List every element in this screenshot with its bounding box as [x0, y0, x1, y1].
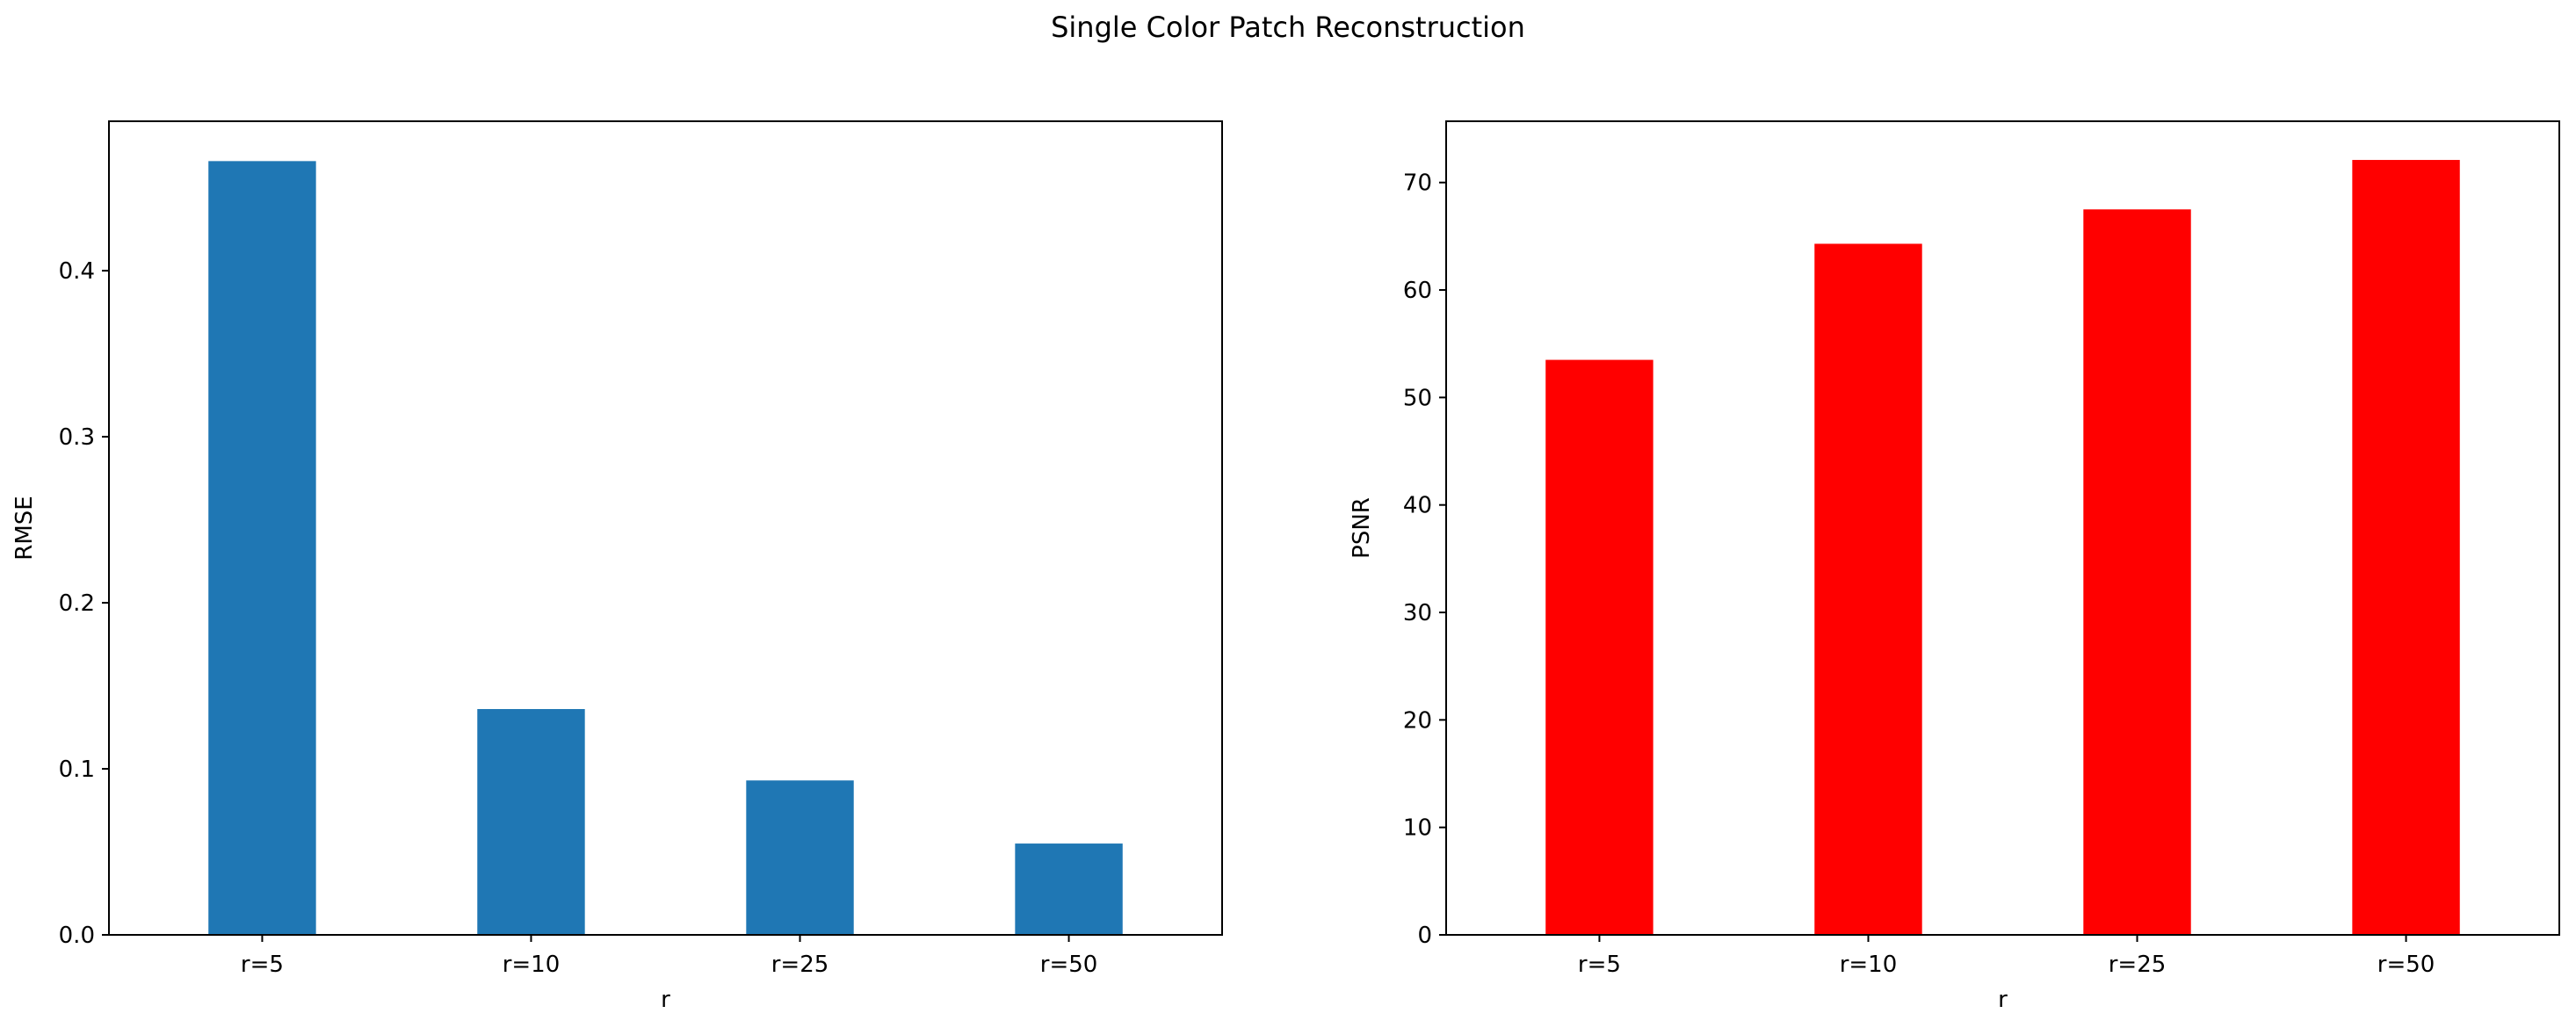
rmse-y-tick-label: 0.1 [59, 757, 95, 783]
rmse-x-axis-label: r [661, 987, 670, 1013]
psnr-y-tick-label: 0 [1417, 923, 1432, 949]
rmse-y-tick-label: 0.3 [59, 424, 95, 451]
rmse-axes-frame [108, 120, 1223, 936]
rmse-y-tick-label: 0.0 [59, 923, 95, 949]
psnr-bar [2352, 160, 2460, 935]
rmse-bar [746, 780, 854, 935]
rmse-chart: r=5 r=10 r=25 r=50 0.0 0.1 0.2 0.3 0.4 r RMSE [11, 120, 1223, 1013]
psnr-y-axis-label: PSNR [1349, 497, 1375, 559]
psnr-axes-frame [1445, 120, 2560, 936]
psnr-x-tick-label: r=10 [1840, 952, 1898, 978]
rmse-y-tick-label: 0.2 [59, 590, 95, 617]
psnr-y-tick-label: 10 [1403, 815, 1432, 842]
psnr-chart: r=5 r=10 r=25 r=50 0 10 20 30 40 50 60 70 r PSNR [1349, 120, 2560, 1013]
psnr-y-tick-label: 50 [1403, 385, 1432, 411]
rmse-x-tick-label: r=10 [503, 952, 561, 978]
psnr-x-tick-label: r=25 [2109, 952, 2167, 978]
rmse-y-axis-label: RMSE [11, 496, 38, 560]
rmse-y-tick-label: 0.4 [59, 258, 95, 285]
rmse-bar [1015, 843, 1123, 935]
rmse-x-tick-label: r=25 [771, 952, 829, 978]
rmse-x-tick-label: r=50 [1040, 952, 1098, 978]
figure-title: Single Color Patch Reconstruction [1051, 11, 1525, 44]
psnr-y-tick-label: 30 [1403, 600, 1432, 626]
psnr-y-tick-label: 70 [1403, 170, 1432, 197]
rmse-bar [477, 708, 585, 935]
psnr-bar [1545, 359, 1653, 936]
psnr-bar [1814, 243, 1922, 936]
rmse-x-tick-label: r=5 [241, 952, 284, 978]
psnr-y-tick-label: 20 [1403, 707, 1432, 734]
psnr-y-tick-label: 60 [1403, 278, 1432, 304]
rmse-bar [208, 161, 316, 935]
psnr-y-tick-label: 40 [1403, 493, 1432, 519]
psnr-x-axis-label: r [1998, 987, 2008, 1013]
psnr-x-tick-label: r=50 [2377, 952, 2435, 978]
psnr-x-tick-label: r=5 [1578, 952, 1621, 978]
psnr-bar [2083, 209, 2191, 936]
